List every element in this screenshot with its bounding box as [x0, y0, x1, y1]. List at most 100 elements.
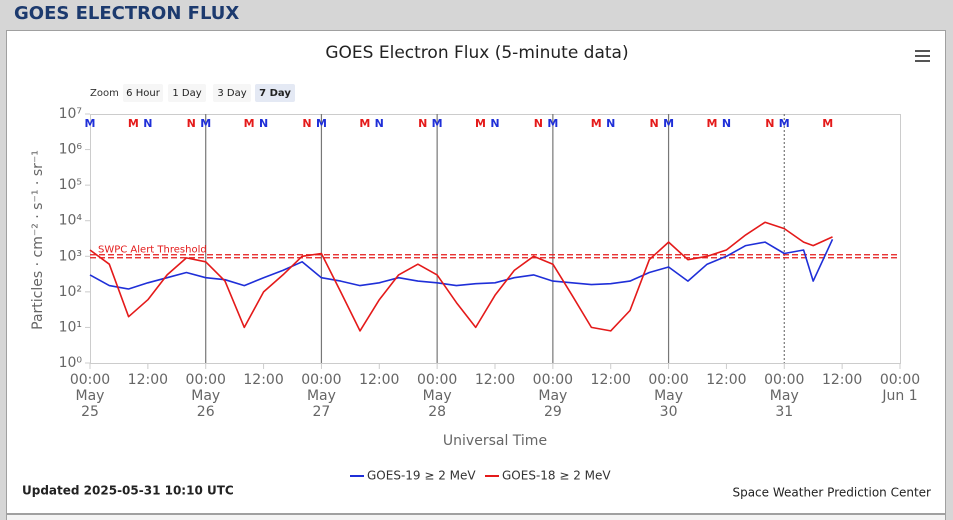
- y-tick-label: 10⁷: [59, 106, 82, 122]
- legend-label: GOES-18 ≥ 2 MeV: [502, 469, 611, 483]
- lower-panel: [6, 514, 946, 520]
- x-tick-label-line: 12:00: [591, 372, 631, 388]
- x-tick-label: 00:00 May 31: [764, 372, 804, 420]
- y-axis-label: Particles · cm⁻² · s⁻¹ · sr⁻¹: [30, 150, 46, 330]
- x-tick-label: 00:00 May 25: [70, 372, 110, 420]
- y-tick-label: 10¹: [59, 319, 82, 335]
- x-tick-label: 12:00: [359, 372, 399, 388]
- time-marker: N: [490, 117, 499, 130]
- zoom-button-bg: [168, 84, 206, 102]
- zoom-button-label: 3 Day: [217, 88, 246, 99]
- x-tick-label-line: May: [423, 388, 452, 404]
- time-marker: N: [606, 117, 615, 130]
- x-tick-label-line: 27: [313, 404, 331, 420]
- zoom-button[interactable]: 6 Hour: [123, 84, 163, 102]
- menu-bar: [915, 55, 930, 57]
- header-bar: [0, 0, 953, 28]
- x-tick-label-line: 00:00: [880, 372, 920, 388]
- menu-bar: [915, 50, 930, 52]
- zoom-button-label: 7 Day: [259, 88, 291, 99]
- time-marker: M: [128, 117, 139, 130]
- x-tick-label-line: May: [76, 388, 105, 404]
- x-tick-label-line: 30: [660, 404, 678, 420]
- chart-panel: [6, 30, 946, 514]
- time-marker: M: [85, 117, 96, 130]
- x-tick-label-line: May: [191, 388, 220, 404]
- y-tick-label: 10²: [59, 284, 82, 300]
- zoom-button[interactable]: 3 Day: [213, 84, 251, 102]
- zoom-button-label: 6 Hour: [126, 88, 161, 99]
- time-marker: N: [649, 117, 658, 130]
- time-marker: N: [765, 117, 774, 130]
- time-marker: M: [244, 117, 255, 130]
- x-tick-label-line: 00:00: [417, 372, 457, 388]
- x-tick-label-line: 00:00: [70, 372, 110, 388]
- x-tick-label-line: May: [307, 388, 336, 404]
- legend-item[interactable]: GOES-19 ≥ 2 MeV: [350, 469, 476, 483]
- menu-bar: [915, 60, 930, 62]
- x-tick-label-line: 26: [197, 404, 215, 420]
- x-tick-label: 12:00: [128, 372, 168, 388]
- chart-title: GOES Electron Flux (5-minute data): [325, 43, 628, 63]
- x-tick-label: 00:00 May 27: [301, 372, 341, 420]
- series-line: [89, 221, 833, 332]
- time-marker: N: [375, 117, 384, 130]
- x-tick-label-line: 12:00: [822, 372, 862, 388]
- x-tick-label-line: 31: [775, 404, 793, 420]
- x-tick-label: 00:00 May 26: [186, 372, 226, 420]
- time-marker: N: [302, 117, 311, 130]
- zoom-button[interactable]: 1 Day: [168, 84, 206, 102]
- time-marker: M: [432, 117, 443, 130]
- x-tick-label-line: 12:00: [128, 372, 168, 388]
- time-marker: N: [534, 117, 543, 130]
- menu-button[interactable]: [915, 50, 930, 62]
- x-tick-label: 12:00: [475, 372, 515, 388]
- time-marker: N: [187, 117, 196, 130]
- x-tick-label-line: 00:00: [648, 372, 688, 388]
- y-tick-label: 10⁵: [59, 177, 82, 193]
- time-marker: N: [259, 117, 268, 130]
- time-marker: M: [359, 117, 370, 130]
- time-marker: N: [418, 117, 427, 130]
- time-marker: M: [547, 117, 558, 130]
- x-tick-label: 12:00: [243, 372, 283, 388]
- legend-item[interactable]: GOES-18 ≥ 2 MeV: [485, 469, 611, 483]
- x-tick-label-line: 12:00: [706, 372, 746, 388]
- x-tick-label-line: 00:00: [764, 372, 804, 388]
- legend-label: GOES-19 ≥ 2 MeV: [367, 469, 476, 483]
- x-tick-label-line: 00:00: [301, 372, 341, 388]
- x-axis-label: Universal Time: [443, 433, 547, 449]
- x-tick-label: 00:00 May 30: [648, 372, 688, 420]
- x-tick-label: 12:00: [822, 372, 862, 388]
- x-tick-label: 12:00: [706, 372, 746, 388]
- time-marker: M: [706, 117, 717, 130]
- x-tick-label-line: 00:00: [186, 372, 226, 388]
- x-tick-label-line: 12:00: [475, 372, 515, 388]
- credit: Space Weather Prediction Center: [732, 486, 931, 500]
- x-tick-label-line: May: [770, 388, 799, 404]
- zoom-button-label: 1 Day: [172, 88, 201, 99]
- x-tick-label-line: May: [654, 388, 683, 404]
- time-marker: M: [591, 117, 602, 130]
- x-tick-label: 00:00 May 28: [417, 372, 457, 420]
- x-tick-label-line: 12:00: [359, 372, 399, 388]
- y-tick-label: 10⁴: [59, 213, 83, 229]
- x-tick-label: 00:00 May 29: [533, 372, 573, 420]
- zoom-button-bg: [213, 84, 251, 102]
- time-marker: M: [663, 117, 674, 130]
- y-tick-label: 10³: [59, 248, 82, 264]
- x-tick-label-line: 12:00: [243, 372, 283, 388]
- time-marker: M: [822, 117, 833, 130]
- time-marker: M: [316, 117, 327, 130]
- time-marker: M: [200, 117, 211, 130]
- zoom-button-bg: [123, 84, 163, 102]
- time-marker: M: [475, 117, 486, 130]
- time-marker: N: [143, 117, 152, 130]
- threshold-label: SWPC Alert Threshold: [98, 244, 207, 255]
- zoom-button[interactable]: 7 Day: [255, 84, 295, 102]
- zoom-button-bg: [255, 84, 295, 102]
- series-line: [89, 238, 834, 290]
- y-tick-label: 10⁰: [59, 355, 83, 371]
